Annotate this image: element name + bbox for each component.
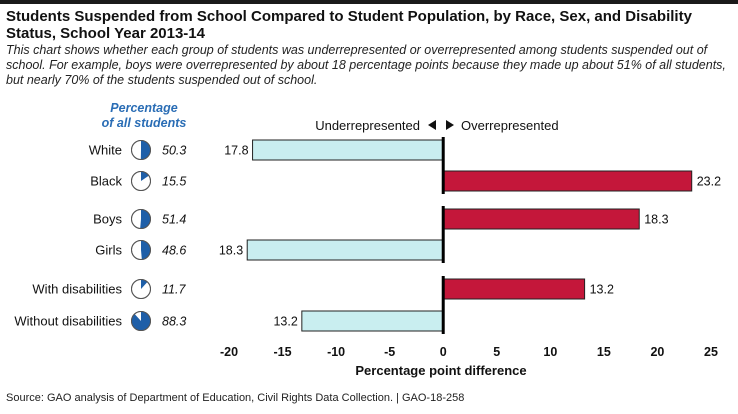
- bar-value-label-black: 23.2: [697, 175, 721, 189]
- pie-slice-without-disabilities: [131, 311, 151, 331]
- bar-value-label-white: 17.8: [224, 144, 248, 158]
- category-label-without-disabilities: Without disabilities: [14, 314, 122, 329]
- population-pct-black: 15.5: [162, 175, 186, 189]
- population-pct-boys: 51.4: [162, 213, 186, 227]
- category-label-with-disabilities: With disabilities: [32, 282, 122, 297]
- x-tick-label--5: -5: [384, 345, 395, 359]
- underrepresented-label: Underrepresented: [315, 118, 420, 133]
- population-header-line1: Percentage: [110, 101, 178, 115]
- pie-slice-girls: [141, 240, 151, 260]
- category-label-boys: Boys: [93, 212, 122, 227]
- pie-icon-outline-boys: [131, 209, 151, 229]
- population-column-header: Percentage of all students: [84, 101, 204, 131]
- population-pct-with-disabilities: 11.7: [162, 283, 186, 297]
- pie-slice-with-disabilities: [141, 279, 148, 289]
- bar-without-disabilities: [301, 310, 444, 332]
- bar-girls: [246, 239, 444, 261]
- chart-subtitle: This chart shows whether each group of s…: [6, 43, 726, 87]
- bar-value-label-without-disabilities: 13.2: [273, 315, 297, 329]
- bar-value-label-boys: 18.3: [644, 213, 668, 227]
- arrow-right-icon: [446, 120, 454, 130]
- x-tick-label-5: 5: [493, 345, 500, 359]
- pie-slice-white: [140, 140, 151, 160]
- bar-with-disabilities: [442, 278, 586, 300]
- bar-value-label-girls: 18.3: [219, 244, 243, 258]
- x-tick-label--20: -20: [220, 345, 238, 359]
- chart-title: Students Suspended from School Compared …: [6, 8, 692, 42]
- pie-icon-outline-girls: [131, 240, 151, 260]
- pie-icon-outline-with-disabilities: [131, 279, 151, 299]
- bar-white: [252, 139, 444, 161]
- arrow-left-icon: [428, 120, 436, 130]
- bar-boys: [442, 208, 640, 230]
- bar-value-label-with-disabilities: 13.2: [590, 283, 614, 297]
- pie-slice-boys: [140, 209, 151, 229]
- x-tick-label-15: 15: [597, 345, 611, 359]
- x-axis-label: Percentage point difference: [355, 363, 526, 378]
- top-rule: [0, 0, 738, 4]
- x-tick-label--15: -15: [274, 345, 292, 359]
- x-tick-label-10: 10: [543, 345, 557, 359]
- source-note: Source: GAO analysis of Department of Ed…: [6, 392, 465, 404]
- population-pct-without-disabilities: 88.3: [162, 315, 186, 329]
- x-tick-label-25: 25: [704, 345, 718, 359]
- x-tick-label--10: -10: [327, 345, 345, 359]
- pie-icon-outline-without-disabilities: [131, 311, 151, 331]
- bar-black: [442, 170, 693, 192]
- category-label-white: White: [89, 143, 122, 158]
- category-label-girls: Girls: [95, 243, 122, 258]
- category-label-black: Black: [90, 174, 122, 189]
- x-tick-label-0: 0: [440, 345, 447, 359]
- pie-icon-outline-white: [131, 140, 151, 160]
- x-tick-label-20: 20: [650, 345, 664, 359]
- population-header-line2: of all students: [101, 116, 187, 130]
- population-pct-girls: 48.6: [162, 244, 186, 258]
- population-pct-white: 50.3: [162, 144, 186, 158]
- overrepresented-label: Overrepresented: [461, 118, 559, 133]
- pie-icon-outline-black: [131, 171, 151, 191]
